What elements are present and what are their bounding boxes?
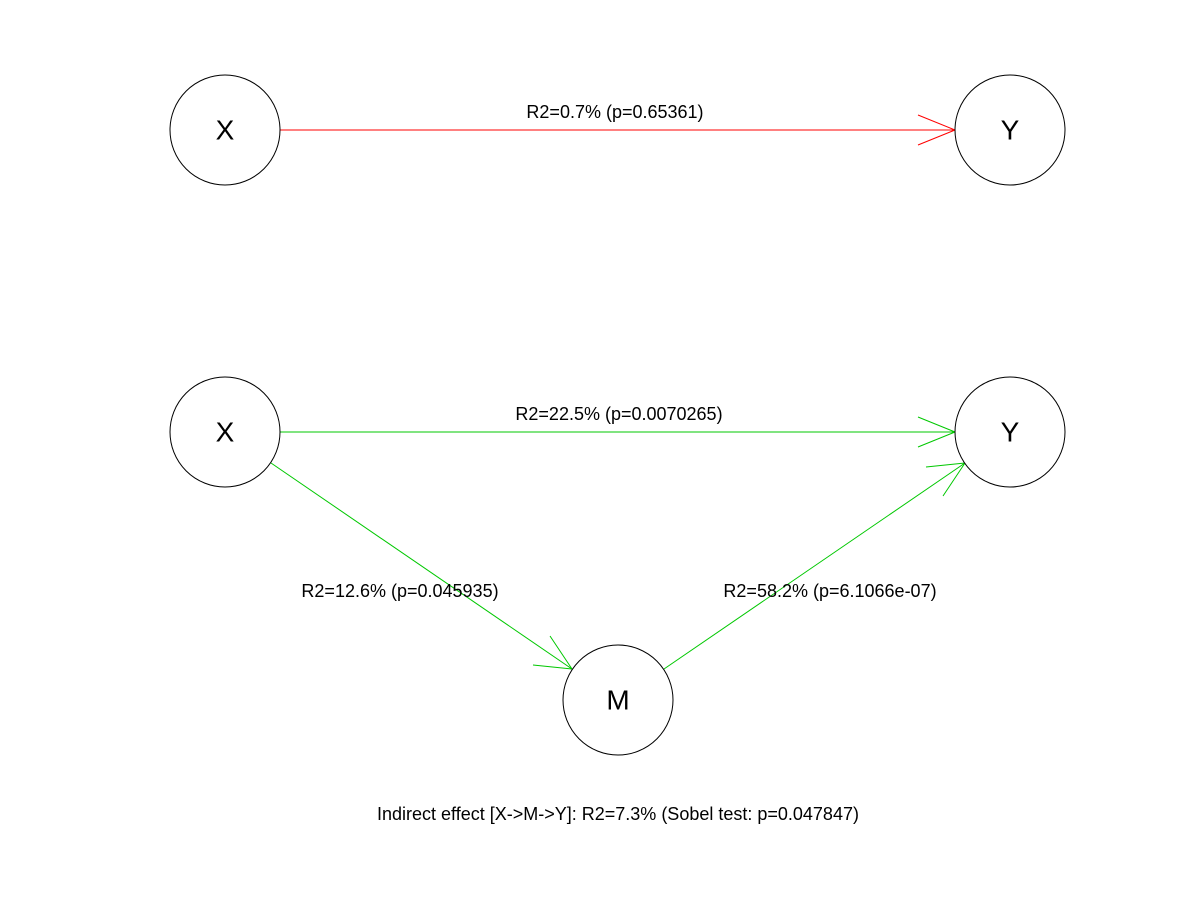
edge-m-y2-label: R2=58.2% (p=6.1066e-07) <box>723 581 936 601</box>
edge-x1-y1: R2=0.7% (p=0.65361) <box>280 102 955 145</box>
node-y2-label: Y <box>1001 417 1020 448</box>
edge-m-y2: R2=58.2% (p=6.1066e-07) <box>664 463 965 669</box>
top-panel: R2=0.7% (p=0.65361) X Y <box>170 75 1065 185</box>
node-y1: Y <box>955 75 1065 185</box>
node-x2-label: X <box>216 417 235 448</box>
edge-x2-y2: R2=22.5% (p=0.0070265) <box>280 404 955 447</box>
node-m: M <box>563 645 673 755</box>
bottom-panel: R2=22.5% (p=0.0070265) R2=12.6% (p=0.045… <box>170 377 1065 755</box>
mediation-diagram: R2=0.7% (p=0.65361) X Y R2=22.5% (p=0.00… <box>0 0 1201 901</box>
node-x2: X <box>170 377 280 487</box>
node-x1-label: X <box>216 115 235 146</box>
edge-x2-m: R2=12.6% (p=0.045935) <box>271 463 572 669</box>
node-y1-label: Y <box>1001 115 1020 146</box>
edge-x2-y2-label: R2=22.5% (p=0.0070265) <box>515 404 722 424</box>
edge-x1-y1-label: R2=0.7% (p=0.65361) <box>526 102 703 122</box>
indirect-effect-text: Indirect effect [X->M->Y]: R2=7.3% (Sobe… <box>377 804 859 824</box>
node-y2: Y <box>955 377 1065 487</box>
node-m-label: M <box>606 685 629 716</box>
edge-x2-m-label: R2=12.6% (p=0.045935) <box>301 581 498 601</box>
node-x1: X <box>170 75 280 185</box>
